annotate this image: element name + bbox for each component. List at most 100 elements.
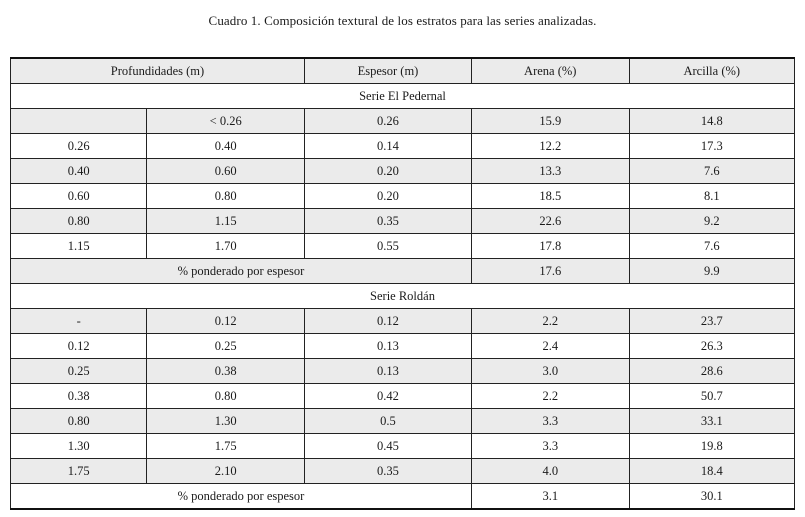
table-row: 0.40 0.60 0.20 13.3 7.6 — [9, 158, 796, 184]
section-name: Serie Roldán — [10, 283, 795, 309]
cell: 8.1 — [628, 183, 796, 209]
table-row: 0.80 1.30 0.5 3.3 33.1 — [9, 408, 796, 434]
table-body: Serie El Pedernal < 0.26 0.26 15.9 14.8 0.26 0… — [9, 83, 796, 510]
cell: 33.1 — [628, 408, 796, 434]
column-header-row: Profundidades (m) Espesor (m) Arena (%) … — [10, 57, 796, 84]
cell: 0.45 — [303, 433, 472, 459]
cell — [9, 108, 148, 134]
cell: 1.30 — [9, 433, 148, 459]
table-row: 0.12 0.25 0.13 2.4 26.3 — [9, 333, 796, 359]
cell: 0.60 — [146, 158, 305, 184]
cell: 0.26 — [303, 108, 472, 134]
summary-arcilla-value: 9.9 — [628, 258, 796, 284]
cell: 2.10 — [146, 458, 305, 484]
cell: 1.70 — [146, 233, 305, 259]
header-profundidades: Profundidades (m) — [10, 57, 305, 84]
cell: 17.3 — [628, 133, 796, 159]
cell: 2.2 — [470, 383, 630, 409]
cell: 28.6 — [628, 358, 796, 384]
cell: 1.30 — [146, 408, 305, 434]
cell: 0.25 — [146, 333, 305, 359]
cell: 7.6 — [628, 233, 796, 259]
cell: 0.14 — [303, 133, 472, 159]
table-row: 1.15 1.70 0.55 17.8 7.6 — [9, 233, 796, 259]
table-row: 0.25 0.38 0.13 3.0 28.6 — [9, 358, 796, 384]
cell: 0.35 — [303, 208, 472, 234]
table-row: -0.12 0.12 2.2 23.7 — [9, 308, 796, 334]
cell: 0.55 — [303, 233, 472, 259]
table-row: 0.60 0.80 0.20 18.5 8.1 — [9, 183, 796, 209]
cell: 0.20 — [303, 158, 472, 184]
header-arena: Arena (%) — [470, 57, 630, 84]
cell: 17.8 — [470, 233, 630, 259]
cell: < 0.26 — [146, 108, 305, 134]
cell: 0.42 — [303, 383, 472, 409]
cell: 3.0 — [470, 358, 630, 384]
table-row: 0.80 1.15 0.35 22.6 9.2 — [9, 208, 796, 234]
cell: 0.40 — [146, 133, 305, 159]
cell: 2.4 — [470, 333, 630, 359]
table-row: 0.26 0.40 0.14 12.2 17.3 — [9, 133, 796, 159]
cell: 0.40 — [9, 158, 148, 184]
cell: 26.3 — [628, 333, 796, 359]
cell: 0.20 — [303, 183, 472, 209]
table-row: 0.38 0.80 0.42 2.2 50.7 — [9, 383, 796, 409]
section-name: Serie El Pedernal — [10, 83, 795, 109]
cell: 13.3 — [470, 158, 630, 184]
summary-arena-value: 17.6 — [470, 258, 630, 284]
header-arcilla: Arcilla (%) — [628, 57, 796, 84]
cell: 3.3 — [470, 433, 630, 459]
cell: 15.9 — [470, 108, 630, 134]
cell: 9.2 — [628, 208, 796, 234]
cell: 1.15 — [146, 208, 305, 234]
cell: 4.0 — [470, 458, 630, 484]
cell: 0.80 — [9, 208, 148, 234]
cell: 1.75 — [9, 458, 148, 484]
cell: 0.13 — [303, 358, 472, 384]
cell: 0.80 — [146, 383, 305, 409]
cell: 0.5 — [303, 408, 472, 434]
table-row: 1.30 1.75 0.45 3.3 19.8 — [9, 433, 796, 459]
cell: 0.35 — [303, 458, 472, 484]
table-header: Profundidades (m) Espesor (m) Arena (%) … — [10, 57, 796, 84]
cell: 0.38 — [146, 358, 305, 384]
summary-label: % ponderado por espesor — [10, 483, 472, 510]
cell: 0.80 — [9, 408, 148, 434]
header-espesor: Espesor (m) — [303, 57, 472, 84]
summary-arena-value: 3.1 — [470, 483, 630, 510]
cell: 1.75 — [146, 433, 305, 459]
section-header-row: Serie El Pedernal — [10, 83, 795, 109]
table-row: < 0.26 0.26 15.9 14.8 — [9, 108, 796, 134]
cell: - — [9, 308, 148, 334]
cell: 18.5 — [470, 183, 630, 209]
cell: 2.2 — [470, 308, 630, 334]
table-caption: Cuadro 1. Composición textural de los es… — [208, 13, 597, 28]
cell: 0.60 — [9, 183, 148, 209]
cell: 12.2 — [470, 133, 630, 159]
cell: 14.8 — [628, 108, 796, 134]
cell: 18.4 — [628, 458, 796, 484]
summary-label: % ponderado por espesor — [10, 258, 472, 284]
cell: 0.80 — [146, 183, 305, 209]
cell: 0.12 — [303, 308, 472, 334]
summary-arcilla-value: 30.1 — [628, 483, 796, 510]
texture-composition-table: Profundidades (m) Espesor (m) Arena (%) … — [9, 57, 796, 510]
cell: 22.6 — [470, 208, 630, 234]
cell: 19.8 — [628, 433, 796, 459]
cell: 0.12 — [9, 333, 148, 359]
cell: 7.6 — [628, 158, 796, 184]
cell: 0.26 — [9, 133, 148, 159]
cell: 23.7 — [628, 308, 796, 334]
cell: 0.13 — [303, 333, 472, 359]
cell: 50.7 — [628, 383, 796, 409]
cell: 1.15 — [9, 233, 148, 259]
cell: 0.38 — [9, 383, 148, 409]
section-header-row: Serie Roldán — [10, 283, 795, 309]
summary-row: % ponderado por espesor 17.6 9.9 — [10, 258, 796, 284]
summary-row: % ponderado por espesor 3.1 30.1 — [10, 483, 796, 510]
cell: 0.25 — [9, 358, 148, 384]
cell: 3.3 — [470, 408, 630, 434]
table-row: 1.75 2.10 0.35 4.0 18.4 — [9, 458, 796, 484]
cell: 0.12 — [146, 308, 305, 334]
